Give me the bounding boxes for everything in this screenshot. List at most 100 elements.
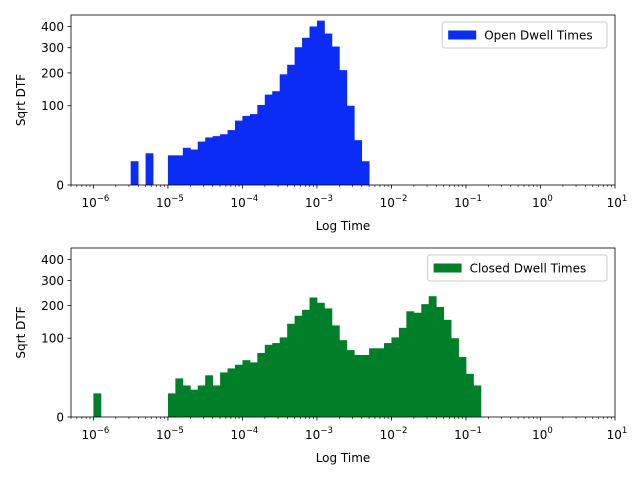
histogram-bar [242,115,251,185]
histogram-bar [145,153,154,185]
legend-frame [427,254,608,282]
histogram-bar [257,352,266,417]
y-tick-label: 400 [41,20,64,34]
histogram-bar [346,105,355,185]
histogram-bar [443,319,452,417]
histogram-bar [182,147,191,185]
histogram-bar [324,308,333,417]
histogram-bar [361,354,370,417]
x-tick-label: 10−6 [82,426,110,442]
y-tick-label: 0 [56,411,64,425]
histogram-bar [227,130,236,185]
histogram-bar [212,385,221,417]
y-tick-label: 200 [41,66,64,80]
histogram-bar [354,354,363,417]
histogram-bar [339,70,348,185]
histogram-bar [369,348,377,417]
chart-panel-1: 10−6 10−5 10−4 10−3 10−2 10−1 100 101 0 100 200 300… [14,14,628,233]
histogram-bar [257,104,266,185]
x-tick-label: 10−6 [82,194,110,210]
y-tick-label: 300 [41,274,64,288]
histogram-bar [249,362,258,417]
histogram-bar [220,372,228,417]
x-axis-label: Log Time [316,451,371,465]
y-axis-label: Sqrt DTF [14,74,28,126]
histogram-bar [287,64,296,185]
histogram-bar [451,338,459,417]
histogram-bar [436,306,445,417]
x-tick-label: 10−4 [231,194,259,210]
y-tick-label: 300 [41,41,64,55]
legend-swatch [448,30,477,40]
x-tick-label: 10−2 [380,426,408,442]
histogram-bar [167,393,176,417]
y-axis-label: Sqrt DTF [14,306,28,358]
y-tick-label: 100 [41,332,64,346]
legend: Closed Dwell Times [427,254,608,282]
histogram-bar [398,327,407,417]
histogram-bar [391,337,400,417]
x-tick-label: 100 [532,194,553,210]
legend-frame [441,21,608,49]
axes-frame [70,247,616,418]
x-tick-label: 10−3 [305,426,333,442]
histogram-bar [331,46,340,185]
histogram-bar [197,385,206,417]
histogram-bar [316,302,325,417]
histogram-bar [235,120,243,185]
histogram-bar [167,155,176,185]
histogram-bar [264,344,273,417]
histogram-bar [458,356,467,417]
histogram-bar [339,340,348,417]
histogram-bar [331,325,340,417]
y-tick-label: 200 [41,299,64,313]
histogram-bar [361,161,370,185]
histogram-bar [287,323,296,417]
y-tick-label: 100 [41,99,64,113]
histogram-bar [272,343,281,417]
y-tick-label: 400 [41,253,64,267]
histogram-bar [324,33,333,185]
legend-swatch [433,263,462,273]
x-tick-label: 100 [532,426,553,442]
histogram-bar [205,375,214,417]
histogram-bar [346,350,355,417]
histogram-bar [354,140,363,185]
histogram-bar [175,378,184,417]
x-tick-label: 10−3 [305,194,333,210]
histogram-bar [406,311,415,417]
histogram-bar [316,20,325,185]
histogram-bar [175,155,184,185]
histogram-bar [376,348,385,417]
histogram-bar [421,304,430,417]
x-tick-label: 10−4 [231,426,259,442]
histogram-bar [190,389,199,417]
histogram-bar [272,91,281,185]
histogram-bar [309,26,318,185]
histogram-bar [294,315,303,417]
x-tick-label: 101 [607,194,628,210]
histogram-bar [220,134,228,185]
x-tick-label: 10−1 [454,426,482,442]
histogram-bar [93,393,102,417]
histogram-bar [302,37,310,185]
histogram-bar [130,161,139,185]
histogram-bar [212,136,221,185]
histogram-bar [279,337,288,417]
histogram-bar [205,137,214,185]
axes-frame [70,14,616,186]
histogram-bar [413,312,422,417]
x-tick-label: 10−1 [454,194,482,210]
x-tick-label: 10−2 [380,194,408,210]
histogram-bar [190,149,199,185]
histogram-bar [294,47,303,186]
legend-label: Closed Dwell Times [470,262,587,276]
histogram-bar [384,343,392,417]
histogram-bar [302,309,310,417]
x-axis-label: Log Time [316,219,371,233]
histogram-bar [279,74,288,185]
histogram-bar [264,94,273,185]
histogram-bar [309,297,318,417]
histogram-bar [182,385,191,417]
